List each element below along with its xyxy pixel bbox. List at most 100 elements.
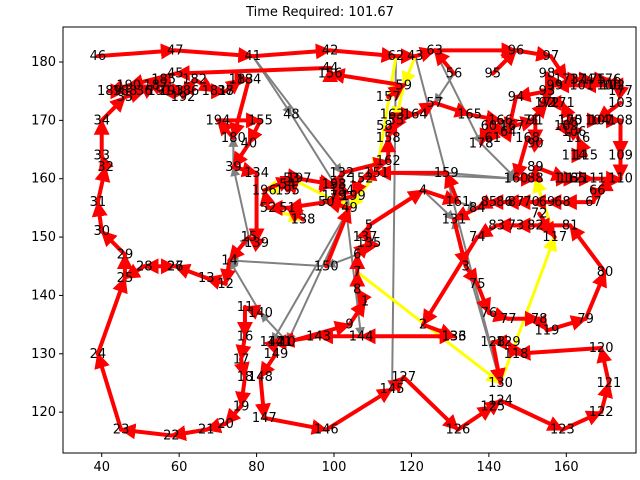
node-label: 126 xyxy=(445,423,470,438)
node-label: 88 xyxy=(527,172,544,187)
route-link xyxy=(215,118,236,140)
node-label: 148 xyxy=(248,370,273,385)
route-link xyxy=(548,54,569,82)
node-label: 25 xyxy=(117,271,134,286)
node-label: 153 xyxy=(322,178,347,193)
node-label: 156 xyxy=(318,67,343,82)
route-link xyxy=(486,306,511,323)
node-label: 15 xyxy=(241,230,258,245)
route-link xyxy=(231,141,251,170)
route-link xyxy=(283,176,302,195)
route-link xyxy=(98,153,114,172)
route-link xyxy=(386,83,406,101)
node-label: 2 xyxy=(419,318,427,333)
y-tick-label: 140 xyxy=(31,288,56,303)
node-label: 35 xyxy=(117,90,134,105)
node-label: 76 xyxy=(481,306,498,321)
node-label: 53 xyxy=(283,172,300,187)
node-label: 93 xyxy=(539,84,556,99)
route-link xyxy=(204,274,228,290)
node-label: 106 xyxy=(562,125,587,140)
route-link xyxy=(285,197,329,214)
node-label: 150 xyxy=(314,259,339,274)
node-label: 180 xyxy=(221,131,246,146)
node-label: 52 xyxy=(260,201,277,216)
node-label: 121 xyxy=(596,376,621,391)
node-label: 36 xyxy=(136,84,153,99)
node-label: 40 xyxy=(241,137,258,152)
route-link xyxy=(537,211,557,240)
node-label: 127 xyxy=(391,370,416,385)
node-label: 188 xyxy=(113,84,138,99)
route-link xyxy=(227,235,251,263)
node-label: 11 xyxy=(237,300,254,315)
node-label: 28 xyxy=(136,259,153,274)
node-label: 65 xyxy=(570,172,587,187)
route-link xyxy=(122,263,147,280)
node-label: 84 xyxy=(469,201,486,216)
route-link xyxy=(262,415,329,435)
node-label: 168 xyxy=(515,131,540,146)
node-label: 17 xyxy=(233,353,250,368)
node-label: 13 xyxy=(198,271,215,286)
route-link xyxy=(498,398,565,432)
node-label: 81 xyxy=(562,218,579,233)
x-tick-label: 80 xyxy=(248,460,265,475)
route-link xyxy=(560,100,576,123)
y-tick-label: 170 xyxy=(31,113,56,128)
node-label: 18 xyxy=(237,370,254,385)
route-link xyxy=(324,386,395,432)
route-link xyxy=(513,45,553,62)
node-label: 43 xyxy=(407,49,424,64)
y-tick-label: 180 xyxy=(31,55,56,70)
route-link xyxy=(173,65,333,82)
route-link xyxy=(544,315,588,333)
node-label: 137 xyxy=(353,230,378,245)
node-label: 135 xyxy=(356,236,381,251)
node-label: 139 xyxy=(244,236,269,251)
route-link xyxy=(169,425,209,442)
chart-title: Time Required: 101.67 xyxy=(245,5,394,20)
gray-link xyxy=(387,55,398,390)
route-link xyxy=(583,270,608,321)
node-label: 122 xyxy=(589,405,614,420)
y-tick-label: 120 xyxy=(31,405,56,420)
node-label: 89 xyxy=(527,160,544,175)
node-label: 47 xyxy=(167,43,184,58)
node-label: 79 xyxy=(577,312,594,327)
route-link xyxy=(413,100,437,118)
node-label: 4 xyxy=(419,183,427,198)
node-label: 12 xyxy=(217,277,234,292)
node-label: 149 xyxy=(264,347,289,362)
x-tick-label: 160 xyxy=(554,460,579,475)
route-link xyxy=(99,95,127,123)
node-label: 58 xyxy=(376,119,393,134)
node-label: 104 xyxy=(585,113,610,128)
node-label: 155 xyxy=(248,113,273,128)
node-label: 134 xyxy=(244,166,269,181)
node-label: 133 xyxy=(442,329,467,344)
route-link xyxy=(235,375,251,409)
node-label: 14 xyxy=(221,253,238,268)
node-label: 72 xyxy=(531,207,548,222)
route-link xyxy=(250,43,333,60)
route-link xyxy=(180,77,197,100)
node-label: 45 xyxy=(167,67,184,82)
route-link xyxy=(119,423,174,440)
gray-link xyxy=(228,255,328,268)
route-link xyxy=(285,320,352,345)
route-link xyxy=(173,47,255,64)
route-link xyxy=(506,340,523,359)
node-label: 22 xyxy=(163,428,180,443)
node-label: 51 xyxy=(279,201,296,216)
node-label: 78 xyxy=(531,312,548,327)
node-label: 123 xyxy=(550,423,575,438)
node-label: 190 xyxy=(116,78,141,93)
node-label: 166 xyxy=(488,113,513,128)
node-label: 187 xyxy=(144,78,169,93)
node-label: 196 xyxy=(252,183,277,198)
node-label: 154 xyxy=(329,183,354,198)
node-label: 9 xyxy=(345,318,353,333)
node-label: 92 xyxy=(539,96,556,111)
